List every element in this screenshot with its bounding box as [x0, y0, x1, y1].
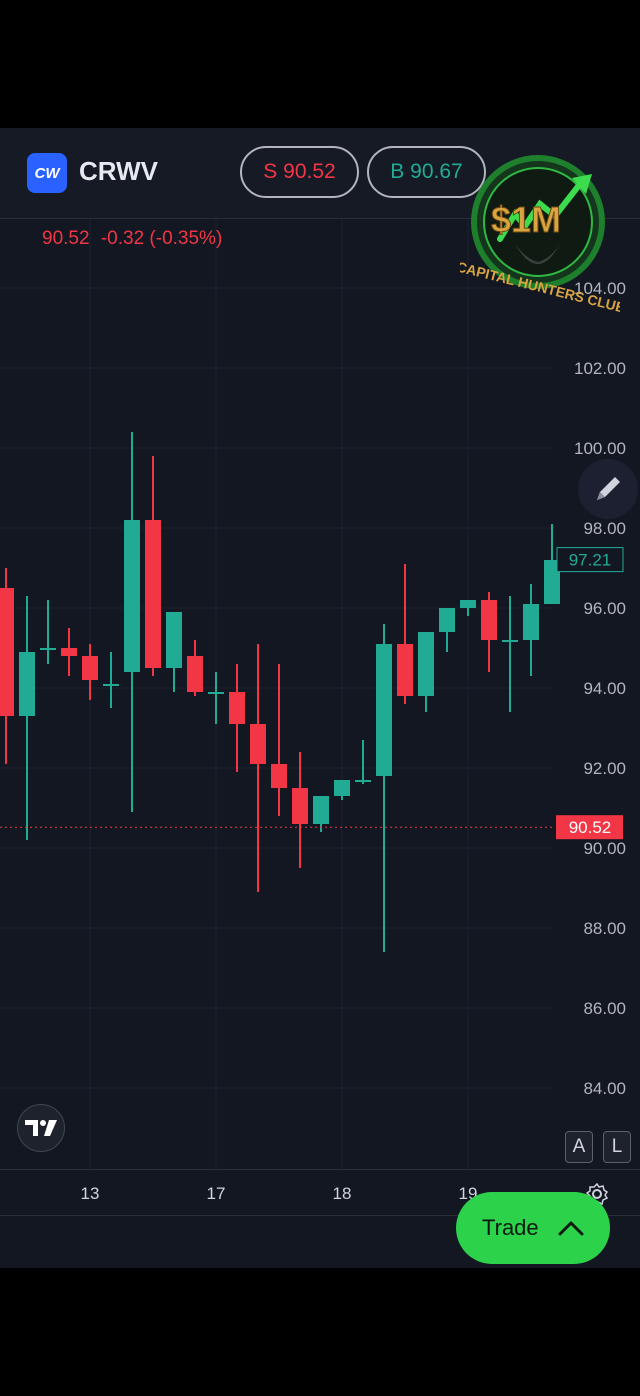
price-tick-label: 100.00 [574, 439, 626, 458]
candle-body [292, 788, 308, 824]
price-tick-label: 84.00 [583, 1079, 626, 1098]
prev-price-label: 97.21 [569, 551, 612, 570]
trade-button[interactable]: Trade [456, 1192, 610, 1264]
trade-button-label: Trade [482, 1215, 539, 1240]
buy-button[interactable]: B 90.67 [367, 146, 486, 198]
price-tick-label: 88.00 [583, 919, 626, 938]
candle-body [40, 648, 56, 650]
candle-body [271, 764, 287, 788]
sell-button[interactable]: S 90.52 [240, 146, 359, 198]
watermark-title: $1M [491, 199, 561, 240]
candle-body [208, 692, 224, 694]
candle-body [376, 644, 392, 776]
last-price: 90.52 [42, 228, 90, 249]
symbol-name[interactable]: CRWV [79, 156, 158, 186]
price-tick-label: 90.00 [583, 839, 626, 858]
last-price-label: 90.52 [569, 818, 612, 837]
auto-scale-button[interactable]: A [565, 1131, 593, 1163]
candle-body [397, 644, 413, 696]
symbol-logo[interactable]: CW [27, 153, 67, 193]
capital-hunters-club-logo: $1M CAPITAL HUNTERS CLUB [455, 144, 627, 319]
candle-body [439, 608, 455, 632]
candle-body [544, 560, 560, 604]
candle-body [187, 656, 203, 692]
time-axis-label: 13 [80, 1184, 100, 1203]
candle-body [481, 600, 497, 640]
prev-price-box [556, 547, 624, 573]
candle-body [145, 520, 161, 668]
chevron-up-icon [558, 1221, 584, 1236]
price-chart[interactable]: 104.00 102.00 100.00 98.00 96.00 94.00 92.00 90… [0, 219, 640, 1169]
time-axis-label: 18 [332, 1184, 352, 1203]
candle-body [460, 600, 476, 608]
pencil-icon[interactable] [578, 459, 638, 519]
candle-body [355, 780, 371, 782]
candle-body [313, 796, 329, 824]
candle-body [82, 656, 98, 680]
price-tick-label: 98.00 [583, 519, 626, 538]
candle-body [19, 652, 35, 716]
candle-body [61, 648, 77, 656]
candle-body [502, 640, 518, 642]
candle-body [523, 604, 539, 640]
last-price-box [556, 815, 623, 840]
price-change: -0.32 (-0.35%) [100, 228, 223, 249]
price-tick-label: 86.00 [583, 999, 626, 1018]
price-tick-label: 92.00 [583, 759, 626, 778]
candle-body [0, 588, 14, 716]
candle-body [124, 520, 140, 672]
price-tick-label: 96.00 [583, 599, 626, 618]
app-screen: CW CRWV S 90.52 B 90.67 104.00 102.00 100.… [0, 128, 640, 1268]
candle-body [334, 780, 350, 796]
chart-canvas[interactable]: 104.00 102.00 100.00 98.00 96.00 94.00 92.00 90… [0, 219, 640, 1169]
candle-body [418, 632, 434, 696]
candle-body [250, 724, 266, 764]
price-tick-label: 104.00 [574, 279, 626, 298]
tradingview-logo-button[interactable] [17, 1104, 65, 1152]
candle-body [103, 684, 119, 686]
price-tick-label: 94.00 [583, 679, 626, 698]
candle-body [229, 692, 245, 724]
price-tick-label: 102.00 [574, 359, 626, 378]
quote-line: 90.52 -0.32 (-0.35%) [42, 228, 222, 250]
log-scale-button[interactable]: L [603, 1131, 631, 1163]
time-axis-label: 17 [206, 1184, 226, 1203]
candle-body [166, 612, 182, 668]
